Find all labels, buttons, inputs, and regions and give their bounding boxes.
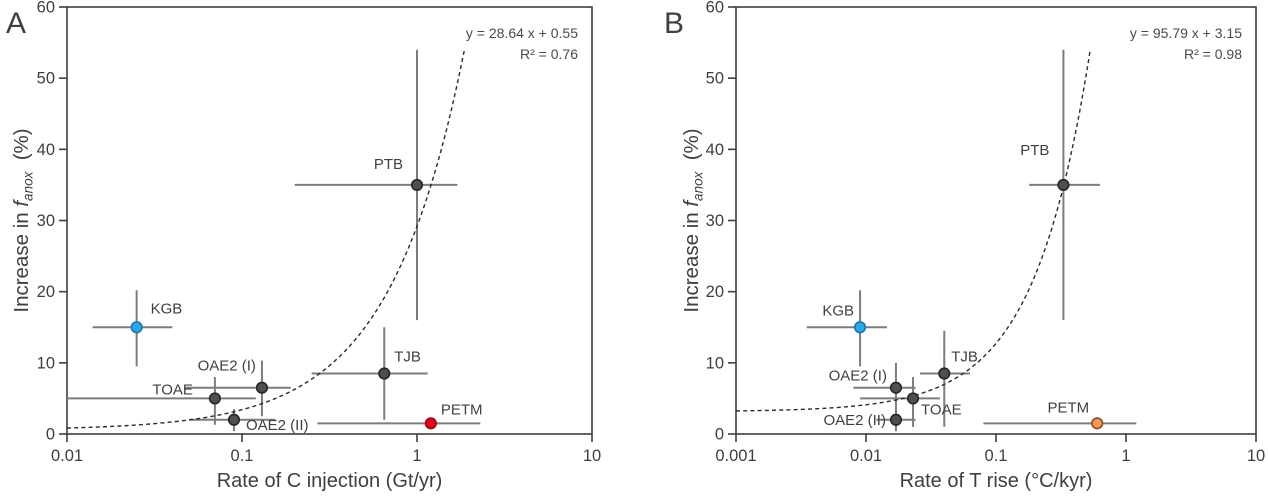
data-point-KGB [130,321,143,334]
data-point-OAE2 (II) [889,413,903,426]
y-tick-label: 30 [706,212,724,230]
data-point-PTB [1057,178,1070,192]
data-point-PETM [1091,417,1104,430]
y-tick-label: 0 [46,426,55,444]
y-tick-label: 40 [37,141,55,159]
fit-equation-label: y = 95.79 x + 3.15 [1130,25,1242,41]
point-label-TOAE: TOAE [921,401,962,418]
point-label-OAE2 (II): OAE2 (II) [246,417,309,434]
point-label-PETM: PETM [441,401,483,418]
data-point-TOAE [208,392,221,405]
y-tick-label: 60 [706,0,724,17]
plot-border [66,6,593,435]
panel-label: B [664,7,684,40]
y-tick-label: 0 [715,426,724,444]
data-point-OAE2 (I) [889,381,903,394]
point-label-KGB: KGB [151,300,183,317]
x-tick-label: 0.01 [850,447,882,465]
plot-border [735,6,1257,435]
y-tick-label: 60 [37,0,55,17]
y-tick-label: 50 [37,70,55,88]
panel-b: 0.001 0.01 0.1 1 10 0 10 20 30 40 50 60 Rate of T ri… [664,0,1265,492]
point-label-PTB: PTB [374,156,403,173]
x-tick-label: 0.01 [51,447,83,465]
y-tick-label: 30 [37,212,55,230]
data-point-KGB [853,321,867,334]
data-point-TJB [938,367,951,380]
y-tick-label: 10 [706,354,724,372]
panel-a: 0.01 0.1 1 10 0 10 20 30 40 50 60 Rate of C injecti… [6,0,601,492]
point-label-OAE2 (I): OAE2 (I) [829,368,887,385]
data-point-TJB [378,367,391,380]
y-axis-title: Increase in fanox (%) [10,128,36,312]
y-axis-title: Increase in fanox (%) [680,128,706,312]
x-tick-label: 0.001 [715,447,756,465]
y-tick-label: 10 [37,354,55,372]
fit-r2-label: R² = 0.76 [520,46,578,62]
point-label-TJB: TJB [951,349,978,366]
point-label-PTB: PTB [1020,142,1049,159]
point-label-OAE2 (I): OAE2 (I) [198,358,256,375]
x-tick-label: 10 [583,447,601,465]
x-tick-label: 0.1 [985,447,1008,465]
x-axis-title: Rate of T rise (°C/kyr) [900,470,1093,492]
fit-curve [66,49,466,429]
x-tick-label: 1 [1121,447,1130,465]
point-label-TOAE: TOAE [152,381,193,398]
data-point-OAE2 (I) [255,381,269,394]
point-label-PETM: PETM [1047,399,1089,416]
point-label-OAE2 (II): OAE2 (II) [823,412,886,429]
point-label-KGB: KGB [822,302,854,319]
error-bars [67,49,481,432]
y-tick-label: 40 [706,141,724,159]
y-tick-label: 50 [706,70,724,88]
fit-curve [735,49,1091,412]
point-label-TJB: TJB [394,349,421,366]
fit-r2-label: R² = 0.98 [1184,46,1242,62]
data-point-OAE2 (II) [227,413,241,426]
data-point-TOAE [906,392,920,405]
fit-equation-label: y = 28.64 x + 0.55 [466,25,578,41]
data-point-PETM [424,417,437,430]
x-tick-label: 1 [412,447,421,465]
data-point-PTB [410,178,424,192]
x-axis-title: Rate of C injection (Gt/yr) [217,470,443,492]
panel-label: A [6,7,26,40]
y-tick-label: 20 [706,283,724,301]
x-tick-label: 0.1 [231,447,254,465]
x-tick-label: 10 [1247,447,1265,465]
y-tick-label: 20 [37,283,55,301]
